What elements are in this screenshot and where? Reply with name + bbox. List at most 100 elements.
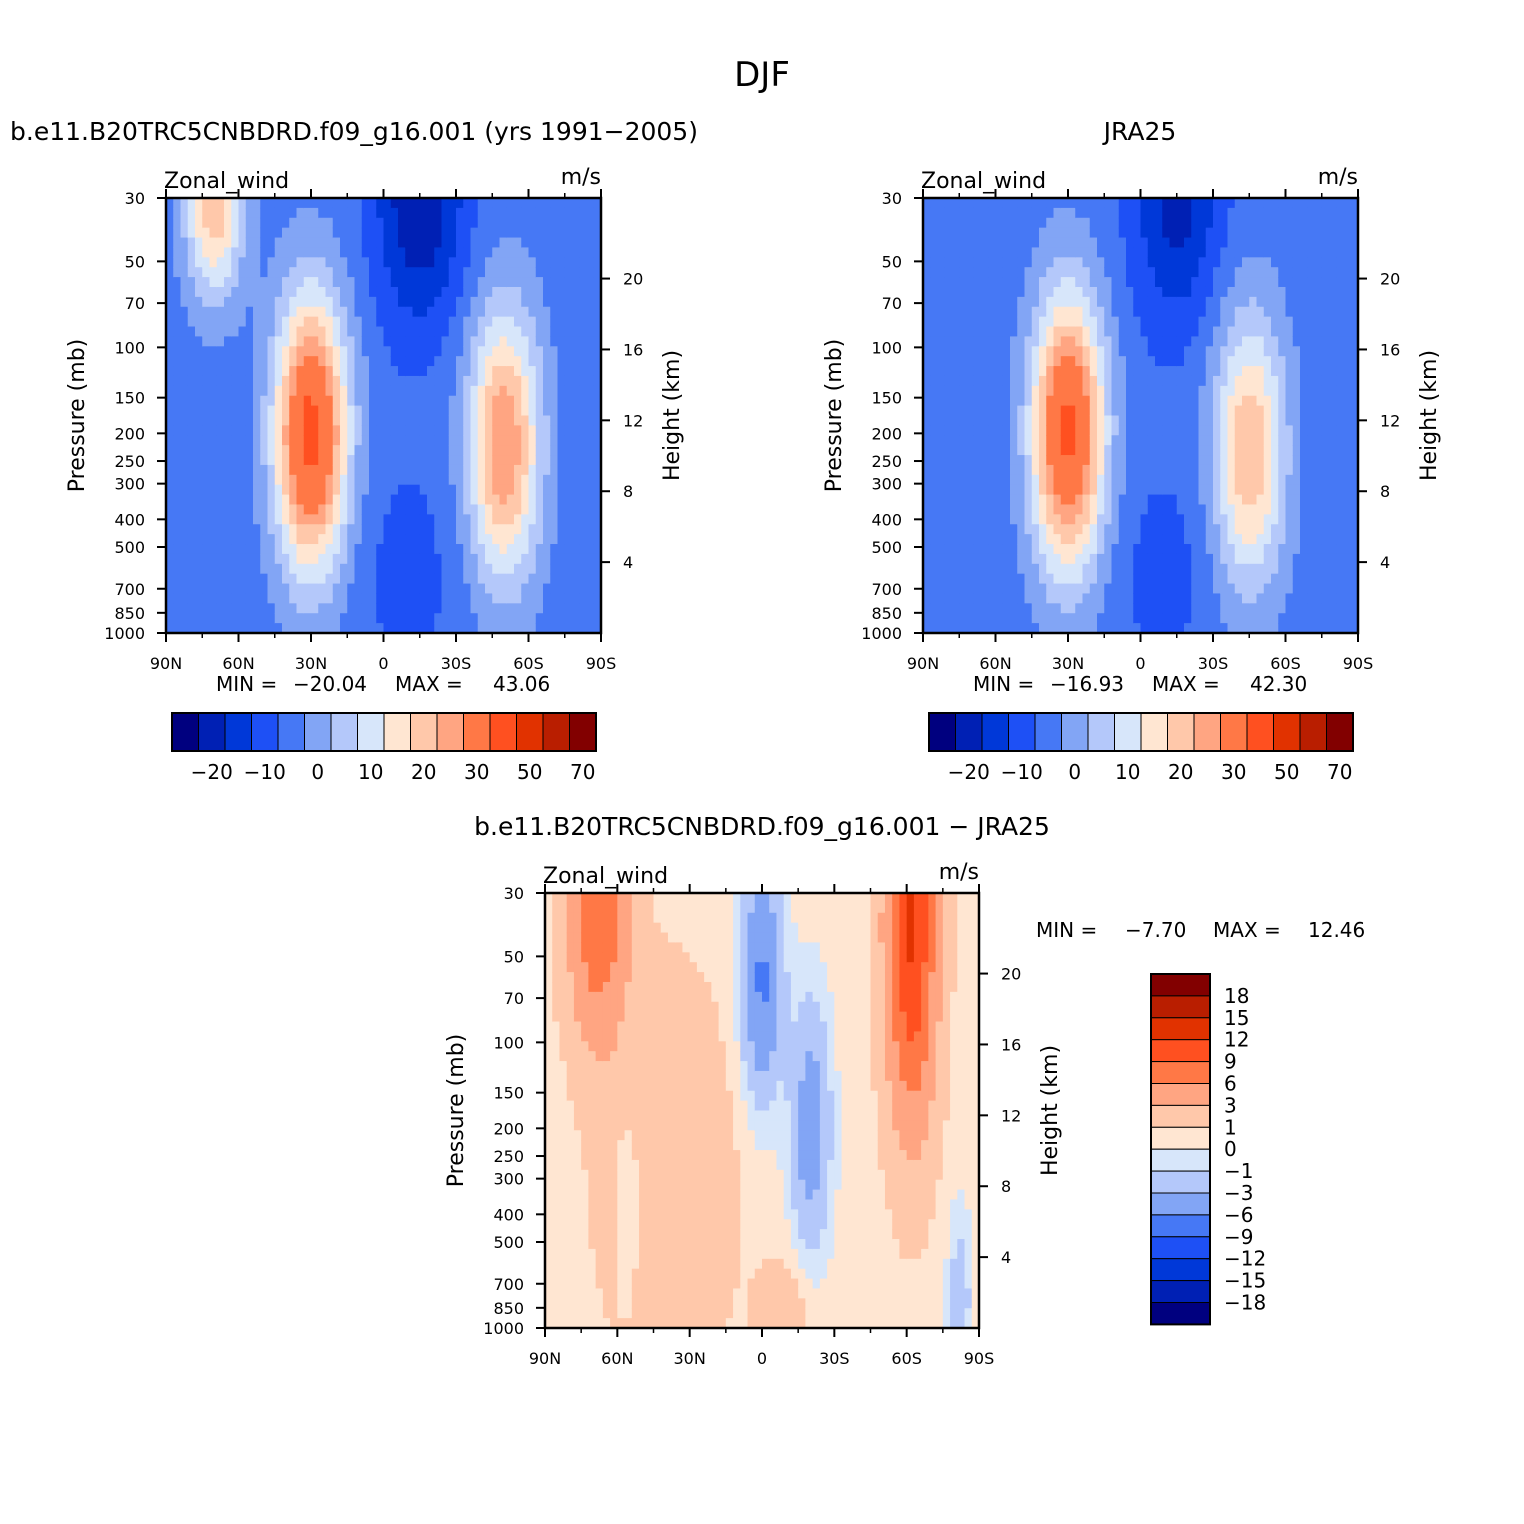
field-cell <box>470 385 479 397</box>
field-cell <box>1111 267 1120 278</box>
field-cell <box>1060 563 1069 575</box>
field-cell <box>1017 366 1026 377</box>
field-cell <box>383 237 392 249</box>
field-cell <box>1082 237 1091 249</box>
field-cell <box>1263 563 1272 575</box>
field-cell <box>325 257 334 268</box>
field-cell <box>173 583 182 595</box>
field-cell <box>1227 573 1236 585</box>
field-cell <box>1249 613 1258 624</box>
field-cell <box>253 623 261 634</box>
field-cell <box>1213 217 1221 229</box>
field-cell <box>1263 375 1272 387</box>
field-cell <box>1053 257 1062 268</box>
field-cell <box>1002 277 1011 288</box>
field-cell <box>1133 296 1142 308</box>
field-cell <box>579 316 588 328</box>
field-cell <box>202 504 211 515</box>
field-cell <box>1227 425 1236 436</box>
field-cell <box>1031 553 1040 565</box>
field-cell <box>238 237 247 249</box>
field-cell <box>557 247 566 258</box>
field-cell <box>441 247 450 258</box>
field-cell <box>572 247 580 258</box>
field-cell <box>973 316 982 328</box>
field-cell <box>1234 395 1243 407</box>
field-cell <box>1039 366 1047 377</box>
field-cell <box>1104 346 1113 357</box>
field-cell <box>564 603 573 614</box>
field-cell <box>1017 445 1026 456</box>
field-cell <box>550 445 559 456</box>
field-cell <box>1104 613 1113 624</box>
field-cell <box>572 237 580 249</box>
field-cell <box>1024 385 1033 397</box>
field-cell <box>1198 524 1207 535</box>
field-cell <box>253 613 261 624</box>
field-cell <box>1002 227 1011 239</box>
field-cell <box>166 336 174 347</box>
field-cell <box>376 375 385 387</box>
field-cell <box>995 593 1004 604</box>
field-cell <box>419 326 428 338</box>
field-cell <box>238 207 247 219</box>
field-cell <box>550 247 559 258</box>
field-cell <box>398 415 406 426</box>
field-cell <box>166 553 174 565</box>
field-cell <box>456 296 464 308</box>
field-cell <box>1133 534 1142 545</box>
field-cell <box>1075 198 1084 209</box>
field-cell <box>1234 237 1243 249</box>
field-cell <box>325 563 334 575</box>
field-cell <box>1205 257 1214 268</box>
field-cell <box>1010 198 1018 209</box>
field-cell <box>930 296 939 308</box>
field-cell <box>1242 405 1250 417</box>
field-cell <box>988 375 997 387</box>
field-cell <box>564 346 573 357</box>
field-cell <box>1263 296 1272 308</box>
field-cell <box>340 445 348 456</box>
field-cell <box>412 277 421 288</box>
field-cell <box>1097 395 1105 407</box>
field-cell <box>535 257 544 268</box>
field-cell <box>340 237 348 249</box>
field-cell <box>1046 375 1055 387</box>
field-cell <box>1118 623 1127 634</box>
field-cell <box>1169 346 1178 357</box>
field-cell <box>1213 366 1221 377</box>
field-cell <box>1082 346 1091 357</box>
field-cell <box>303 573 312 585</box>
field-cell <box>463 464 472 476</box>
field-cell <box>952 356 960 367</box>
field-cell <box>1278 306 1287 318</box>
field-cell <box>593 553 602 565</box>
field-cell <box>1039 534 1047 545</box>
field-cell <box>1278 198 1287 209</box>
field-cell <box>274 326 283 338</box>
field-cell <box>209 267 218 278</box>
field-cell <box>959 316 968 328</box>
field-cell <box>952 316 960 328</box>
field-cell <box>981 593 989 604</box>
field-cell <box>434 405 443 417</box>
field-cell <box>1242 534 1250 545</box>
field-cell <box>1256 257 1265 268</box>
field-cell <box>492 514 501 525</box>
field-cell <box>296 247 305 258</box>
field-cell <box>187 534 196 545</box>
field-cell <box>952 375 960 387</box>
field-cell <box>995 247 1004 258</box>
field-cell <box>209 603 218 614</box>
field-cell <box>289 425 298 436</box>
field-cell <box>1010 286 1018 298</box>
field-cell <box>1140 306 1149 318</box>
field-cell <box>1285 593 1294 604</box>
field-cell <box>1010 455 1018 466</box>
field-cell <box>1075 375 1084 387</box>
field-cell <box>973 346 982 357</box>
field-cell <box>1017 326 1026 338</box>
field-cell <box>173 524 182 535</box>
field-cell <box>303 425 312 436</box>
field-cell <box>1227 247 1236 258</box>
